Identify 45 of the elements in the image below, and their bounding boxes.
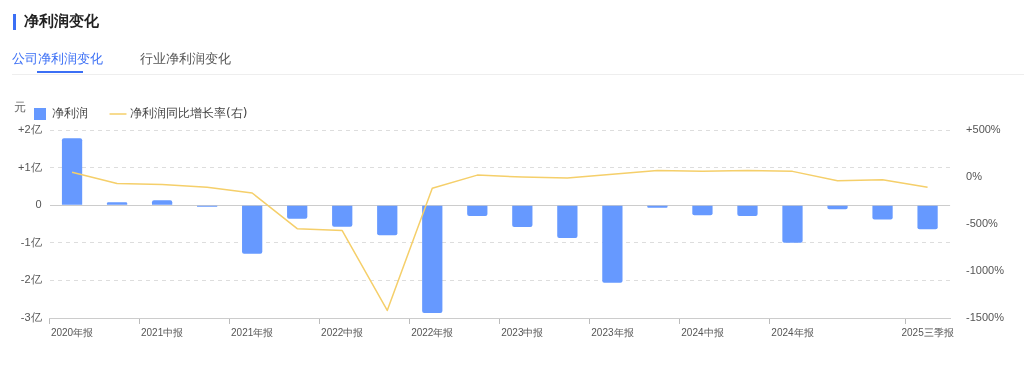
x-tick-label: 2022中报: [321, 326, 364, 338]
bar: [872, 205, 893, 220]
chart-title: 净利润变化: [24, 12, 99, 31]
text: 行业净利润变化: [140, 50, 231, 68]
y-axis-title: 元: [14, 100, 26, 115]
bar: [512, 205, 533, 228]
x-tick-label: 2020年报: [50, 326, 94, 338]
y-tick-label: +1亿: [17, 160, 42, 173]
x-tick-label: 2022年报: [411, 326, 454, 338]
bar: [422, 205, 443, 314]
y-tick-label: -2亿: [20, 273, 42, 286]
y2-tick-label: 0%: [966, 170, 983, 183]
bar: [106, 202, 128, 205]
y2-tick-label: -1000%: [966, 264, 1005, 277]
bar: [151, 200, 173, 205]
bar: [377, 205, 398, 236]
x-tick-label: 2024中报: [681, 326, 724, 338]
bar: [242, 205, 263, 254]
y-tick-label: 0: [35, 198, 42, 211]
x-tick-label: 2023中报: [501, 326, 544, 338]
x-tick-label: 2021年报: [231, 326, 274, 338]
x-tick-label: 2024年报: [771, 326, 814, 338]
bar: [917, 205, 938, 230]
y2-tick-label: +500%: [966, 123, 1001, 136]
bar: [737, 205, 758, 217]
bar: [557, 205, 578, 238]
x-tick-label: 2023年报: [591, 326, 634, 338]
bar: [602, 205, 623, 283]
x-tick-label: 2025三季报: [901, 326, 954, 338]
x-tick-label: 2021中报: [140, 326, 184, 338]
y-tick-label: -3亿: [20, 311, 42, 324]
text: 公司净利润变化: [12, 50, 103, 68]
bar: [467, 205, 488, 217]
bar: [332, 205, 353, 227]
bar: [61, 138, 83, 205]
y-tick-label: -1亿: [20, 235, 42, 248]
bar: [782, 205, 803, 243]
y-tick-label: +2亿: [17, 123, 42, 136]
y2-tick-label: -1500%: [966, 311, 1005, 324]
bar: [692, 205, 713, 216]
bar: [647, 205, 668, 208]
legend-label: 净利润同比增长率(右): [130, 106, 248, 121]
legend-label: 净利润: [52, 106, 88, 121]
y2-tick-label: -500%: [966, 217, 999, 230]
bar: [287, 205, 308, 219]
